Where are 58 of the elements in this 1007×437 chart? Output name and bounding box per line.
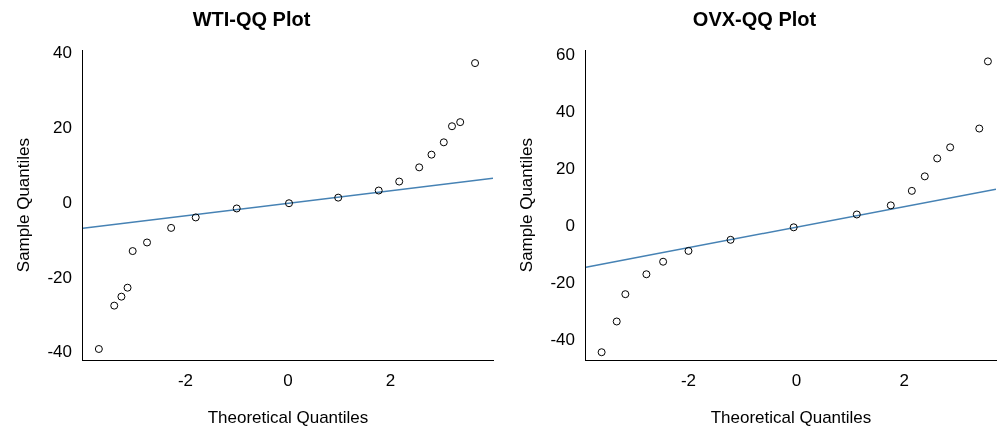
point [334,193,343,202]
point [946,143,955,152]
point [659,257,668,266]
point [448,122,456,131]
point [110,301,119,310]
x-tick-label: 2 [385,371,396,391]
point [191,213,200,222]
point [621,290,630,299]
x-tick-label: 0 [283,371,293,391]
point [374,186,383,195]
chart-title: OVX-QQ Plot [692,7,817,30]
x-axis-title: Theoretical Quantiles [207,408,369,428]
chart-title: WTI-QQ Plot [192,7,311,30]
point [128,247,137,256]
point [726,235,735,244]
point [471,59,480,68]
point [684,246,693,255]
point [920,172,929,181]
y-tick-label: -40 [47,342,72,362]
y-axis-title: Sample Quantiles [13,138,33,273]
point [123,283,132,292]
point [789,223,798,232]
y-axis-title: Sample Quantiles [516,138,536,273]
x-tick-label: 0 [791,371,802,391]
point [415,163,424,172]
point [456,118,465,127]
point [642,270,651,279]
point [852,210,861,219]
y-tick-label: 60 [556,45,575,65]
y-tick-label: 20 [556,159,575,179]
y-tick-label: -20 [47,267,72,287]
x-tick-label: -2 [177,371,194,391]
x-tick-label: -2 [680,371,697,391]
point [983,57,992,66]
x-tick-label: 2 [899,371,910,391]
point [907,186,916,195]
point [395,177,404,186]
point [167,223,176,232]
point [597,348,606,357]
point [143,238,152,247]
y-tick-label: -20 [550,273,575,293]
point [439,138,448,147]
point [933,154,942,163]
y-tick-label: -40 [550,329,575,349]
y-tick-label: 0 [62,192,72,212]
point [612,317,621,326]
y-tick-label: 40 [53,43,72,63]
y-tick-label: 0 [565,216,575,236]
point [232,204,241,213]
point [975,124,984,133]
point [117,292,126,301]
x-axis-title: Theoretical Quantiles [710,408,872,428]
point [94,344,103,353]
point [427,150,436,159]
y-tick-label: 40 [556,102,575,122]
point [886,201,895,210]
point [285,199,294,208]
y-tick-label: 20 [53,118,72,138]
